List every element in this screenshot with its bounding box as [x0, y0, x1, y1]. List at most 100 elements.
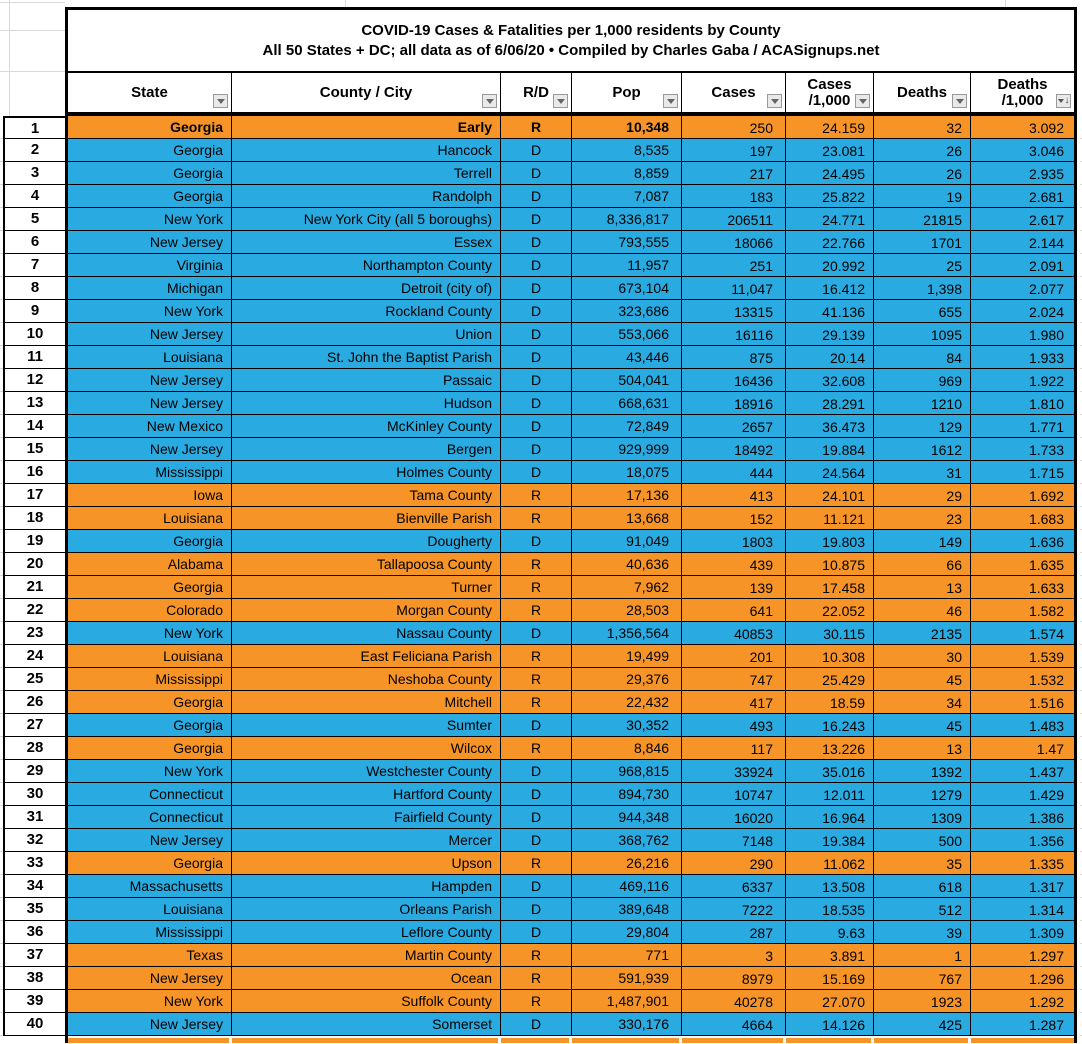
cell-deaths[interactable]: 29: [874, 484, 971, 506]
row-number[interactable]: 22: [3, 599, 65, 622]
cell-cases[interactable]: 197: [682, 139, 786, 161]
cell-deaths[interactable]: 618: [874, 875, 971, 897]
cell-cases[interactable]: 206511: [682, 208, 786, 230]
cell-cases[interactable]: 16116: [682, 323, 786, 345]
cell-cases-1000[interactable]: 27.070: [786, 990, 874, 1012]
cell-cases[interactable]: 16436: [682, 369, 786, 391]
cell-rd[interactable]: D: [501, 162, 572, 184]
cell-cases-1000[interactable]: 20.14: [786, 346, 874, 368]
cell-deaths-1000[interactable]: 2.681: [1028, 189, 1064, 205]
filter-button-rd[interactable]: [553, 94, 568, 108]
cell-cases-1000[interactable]: 19.384: [786, 829, 874, 851]
cell-rd[interactable]: R: [501, 553, 572, 575]
column-header-county[interactable]: County / City: [232, 73, 501, 112]
cell-rd[interactable]: R: [501, 852, 572, 874]
cell-deaths-1000[interactable]: 1.683: [1028, 511, 1064, 527]
cell-state[interactable]: Connecticut: [68, 806, 232, 828]
cell-county[interactable]: St. John the Baptist Parish: [232, 346, 501, 368]
cell-deaths-1000[interactable]: 1.309: [1028, 925, 1064, 941]
row-number[interactable]: 34: [3, 875, 65, 898]
cell-rd[interactable]: D: [501, 300, 572, 322]
cell-state[interactable]: Texas: [68, 944, 232, 966]
cell-county[interactable]: Rockland County: [232, 300, 501, 322]
row-number[interactable]: 24: [3, 645, 65, 668]
cell-state[interactable]: Connecticut: [68, 783, 232, 805]
cell-pop[interactable]: 894,730: [572, 783, 682, 805]
cell-rd[interactable]: D: [501, 139, 572, 161]
cell-county[interactable]: Dougherty: [232, 530, 501, 552]
cell-county[interactable]: Hampden: [232, 875, 501, 897]
cell-deaths[interactable]: 1612: [874, 438, 971, 460]
cell-deaths-1000[interactable]: 1.933: [1028, 350, 1064, 366]
cell-deaths[interactable]: 1309: [874, 806, 971, 828]
cell-deaths[interactable]: 1279: [874, 783, 971, 805]
cell-pop[interactable]: 793,555: [572, 231, 682, 253]
cell-state[interactable]: New Jersey: [68, 1013, 232, 1035]
cell-cases-1000[interactable]: 35.016: [786, 760, 874, 782]
cell-pop[interactable]: 8,535: [572, 139, 682, 161]
cell-deaths-1000[interactable]: 1.635: [1028, 557, 1064, 573]
cell-deaths-1000[interactable]: 1.296: [1028, 971, 1064, 987]
row-number[interactable]: 10: [3, 323, 65, 346]
cell-state[interactable]: New York: [68, 208, 232, 230]
cell-state[interactable]: Colorado: [68, 599, 232, 621]
cell-pop[interactable]: 8,336,817: [572, 208, 682, 230]
cell-pop[interactable]: 504,041: [572, 369, 682, 391]
row-number[interactable]: 40: [3, 1013, 65, 1036]
cell-county[interactable]: Morgan County: [232, 599, 501, 621]
cell-state[interactable]: New York: [68, 760, 232, 782]
cell-rd[interactable]: D: [501, 231, 572, 253]
row-number[interactable]: 36: [3, 921, 65, 944]
cell-deaths[interactable]: 512: [874, 898, 971, 920]
cell-rd[interactable]: D: [501, 438, 572, 460]
cell-deaths[interactable]: 969: [874, 369, 971, 391]
row-number[interactable]: 25: [3, 668, 65, 691]
cell-cases-1000[interactable]: 12.011: [786, 783, 874, 805]
cell-deaths[interactable]: 21815: [874, 208, 971, 230]
cell-deaths-1000[interactable]: 1.516: [1028, 695, 1064, 711]
cell-pop[interactable]: 1,487,901: [572, 990, 682, 1012]
cell-deaths-1000[interactable]: 1.922: [1028, 373, 1064, 389]
row-number[interactable]: 18: [3, 507, 65, 530]
cell-deaths[interactable]: 13: [874, 576, 971, 598]
cell-deaths-1000[interactable]: 1.692: [1028, 488, 1064, 504]
cell-county[interactable]: Tallapoosa County: [232, 553, 501, 575]
cell-state[interactable]: Louisiana: [68, 645, 232, 667]
cell-state[interactable]: New Jersey: [68, 392, 232, 414]
row-number[interactable]: 3: [3, 162, 65, 185]
cell-pop[interactable]: 18,075: [572, 461, 682, 483]
cell-cases-1000[interactable]: 22.766: [786, 231, 874, 253]
cell-cases[interactable]: 417: [682, 691, 786, 713]
cell-deaths[interactable]: 425: [874, 1013, 971, 1035]
column-header-deaths-per-1000[interactable]: Deaths /1,000 ↓: [971, 73, 1074, 112]
row-number[interactable]: 20: [3, 553, 65, 576]
cell-deaths-1000[interactable]: 1.633: [1028, 580, 1064, 596]
cell-deaths-1000[interactable]: 2.091: [1028, 258, 1064, 274]
cell-state[interactable]: Louisiana: [68, 507, 232, 529]
column-header-rd[interactable]: R/D: [501, 73, 572, 112]
cell-cases-1000[interactable]: 19.803: [786, 530, 874, 552]
cell-deaths[interactable]: 45: [874, 668, 971, 690]
cell-rd[interactable]: D: [501, 323, 572, 345]
cell-state[interactable]: Virginia: [68, 254, 232, 276]
cell-cases-1000[interactable]: 23.081: [786, 139, 874, 161]
cell-state[interactable]: Louisiana: [68, 346, 232, 368]
cell-county[interactable]: Essex: [232, 231, 501, 253]
cell-cases-1000[interactable]: 32.608: [786, 369, 874, 391]
cell-county[interactable]: Sumter: [232, 714, 501, 736]
cell-cases[interactable]: 413: [682, 484, 786, 506]
cell-pop[interactable]: 389,648: [572, 898, 682, 920]
row-number[interactable]: 1: [3, 116, 65, 139]
cell-county[interactable]: Terrell: [232, 162, 501, 184]
cell-pop[interactable]: 929,999: [572, 438, 682, 460]
cell-county[interactable]: Westchester County: [232, 760, 501, 782]
cell-cases[interactable]: 11,047: [682, 277, 786, 299]
cell-rd[interactable]: D: [501, 254, 572, 276]
cell-county[interactable]: Wilcox: [232, 737, 501, 759]
cell-deaths[interactable]: 500: [874, 829, 971, 851]
cell-county[interactable]: Union: [232, 323, 501, 345]
row-number[interactable]: 17: [3, 484, 65, 507]
cell-state[interactable]: Georgia: [68, 714, 232, 736]
cell-deaths-1000[interactable]: 1.429: [1028, 787, 1064, 803]
cell-cases-1000[interactable]: 28.291: [786, 392, 874, 414]
